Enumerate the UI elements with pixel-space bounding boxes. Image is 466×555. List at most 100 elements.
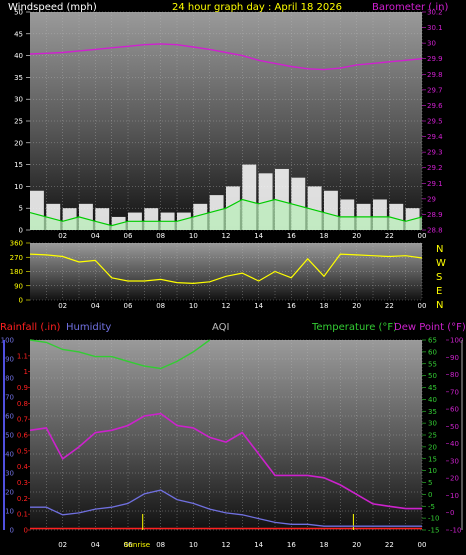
wind-average-area (30, 199, 422, 230)
temp-y-tick: -15 (428, 527, 439, 535)
x-tick-label: 02 (58, 302, 67, 310)
wind-y-tick: 35 (14, 74, 23, 82)
baro-y-tick: 29 (427, 195, 436, 203)
x-tick-label: 18 (320, 232, 329, 240)
temp-y-tick: 50 (428, 372, 437, 380)
x-tick-label: 00 (418, 541, 427, 549)
rain-y-tick: 0.7 (17, 416, 28, 424)
dew-y-tick: 100 (450, 337, 463, 345)
baro-y-tick: 30.1 (427, 24, 443, 32)
humidity-y-tick: 20 (5, 489, 14, 497)
x-tick-label: 08 (156, 302, 165, 310)
dew-y-tick: 10 (450, 492, 459, 500)
x-tick-label: 10 (189, 232, 198, 240)
temp-y-tick: 15 (428, 455, 437, 463)
x-tick-label: 12 (222, 232, 231, 240)
rain-y-tick: 0.2 (17, 495, 28, 503)
compass-n-top: N (436, 244, 443, 255)
wind-y-tick: 30 (14, 96, 23, 104)
wind-y-tick: 0 (19, 227, 23, 235)
sunrise-label: Sunrise (124, 541, 150, 549)
compass-e: E (436, 286, 442, 297)
barometer-line (29, 43, 423, 71)
dew-y-tick: 40 (450, 440, 459, 448)
x-tick-label: 14 (254, 232, 263, 240)
rain-y-tick: 0.8 (17, 400, 28, 408)
x-tick-label: 04 (91, 232, 100, 240)
humidity-y-tick: 10 (5, 508, 14, 516)
dew-y-tick: 30 (450, 457, 459, 465)
rain-y-tick: 0.4 (17, 463, 29, 471)
baro-y-tick: 29.6 (427, 102, 443, 110)
temp-y-tick: 5 (428, 479, 432, 487)
temp-y-tick: 60 (428, 348, 437, 356)
direction-y-tick: 90 (14, 282, 23, 290)
baro-y-tick: 29.8 (427, 71, 443, 79)
dewpoint-label: Dew Point (°F) (394, 322, 466, 333)
x-tick-label: 22 (385, 541, 394, 549)
x-tick-label: 04 (91, 541, 100, 549)
wind-y-tick: 5 (19, 205, 23, 213)
direction-y-tick: 180 (10, 268, 23, 276)
wind-average-line (29, 198, 423, 227)
temp-y-tick: 35 (428, 408, 437, 416)
humidity-y-tick: 60 (5, 413, 14, 421)
temp-y-tick: 10 (428, 467, 437, 475)
x-tick-label: 06 (124, 302, 133, 310)
baro-y-tick: 29.1 (427, 180, 443, 188)
humidity-y-tick: 70 (5, 394, 14, 402)
dew-y-tick: 0 (450, 509, 454, 517)
x-tick-label: 14 (254, 541, 263, 549)
dew-y-tick: 80 (450, 371, 459, 379)
temperature-label: Temperature (°F) (311, 322, 397, 333)
axes: 0510152025303540455028.828.92929.129.229… (1, 9, 464, 550)
x-tick-label: 12 (222, 541, 231, 549)
x-tick-label: 10 (189, 541, 198, 549)
temp-y-tick: 20 (428, 443, 437, 451)
humidity-y-tick: 80 (5, 375, 14, 383)
x-tick-label: 14 (254, 302, 263, 310)
dew-y-tick: 70 (450, 388, 459, 396)
rain-y-tick: 0.5 (17, 447, 28, 455)
x-tick-label: 18 (320, 302, 329, 310)
series (29, 43, 423, 530)
x-tick-label: 08 (156, 232, 165, 240)
temp-y-tick: 25 (428, 432, 437, 440)
baro-y-tick: 29.4 (427, 133, 443, 141)
temp-y-tick: 45 (428, 384, 437, 392)
dew-y-tick: 20 (450, 475, 459, 483)
temp-y-tick: 55 (428, 360, 437, 368)
wind-direction-line (29, 253, 423, 285)
rain-y-tick: 0 (24, 527, 28, 535)
humidity-y-tick: 30 (5, 470, 14, 478)
x-tick-label: 20 (352, 302, 361, 310)
humidity-y-tick: 100 (1, 337, 14, 345)
temp-y-tick: 40 (428, 396, 437, 404)
rainfall-label: Rainfall (.in) (0, 322, 61, 333)
barometer-label: Barometer (.in) (372, 2, 448, 13)
wind-y-tick: 40 (14, 52, 23, 60)
direction-y-tick: 0 (19, 297, 23, 305)
x-tick-label: 22 (385, 302, 394, 310)
direction-y-tick: 360 (10, 240, 23, 248)
x-tick-label: 04 (91, 302, 100, 310)
baro-y-tick: 28.8 (427, 227, 443, 235)
x-tick-label: 08 (156, 541, 165, 549)
dew-y-tick: 50 (450, 423, 459, 431)
x-tick-label: 18 (320, 541, 329, 549)
baro-y-tick: 28.9 (427, 211, 443, 219)
aqi-label: AQI (212, 322, 230, 333)
x-tick-label: 06 (124, 232, 133, 240)
baro-y-tick: 29.5 (427, 118, 443, 126)
windspeed-label: Windspeed (mph) (8, 2, 97, 13)
compass-w: W (436, 258, 446, 269)
baro-y-tick: 29.3 (427, 149, 443, 157)
humidity-y-tick: 0 (10, 527, 14, 535)
baro-y-tick: 29.7 (427, 86, 443, 94)
humidity-line (30, 489, 422, 527)
x-tick-label: 12 (222, 302, 231, 310)
temp-y-tick: -10 (428, 515, 439, 523)
wind-y-tick: 25 (14, 118, 23, 126)
rain-y-tick: 0.1 (17, 511, 28, 519)
compass-s: S (436, 272, 442, 283)
